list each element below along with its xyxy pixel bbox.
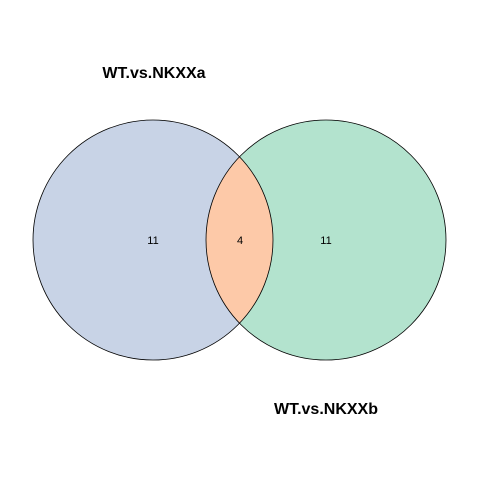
set-b-label: WT.vs.NKXXb: [274, 401, 378, 418]
count-intersection: 4: [237, 235, 243, 247]
count-a-only: 11: [147, 235, 158, 247]
count-b-only: 11: [320, 235, 331, 247]
set-a-label: WT.vs.NKXXa: [102, 65, 205, 82]
